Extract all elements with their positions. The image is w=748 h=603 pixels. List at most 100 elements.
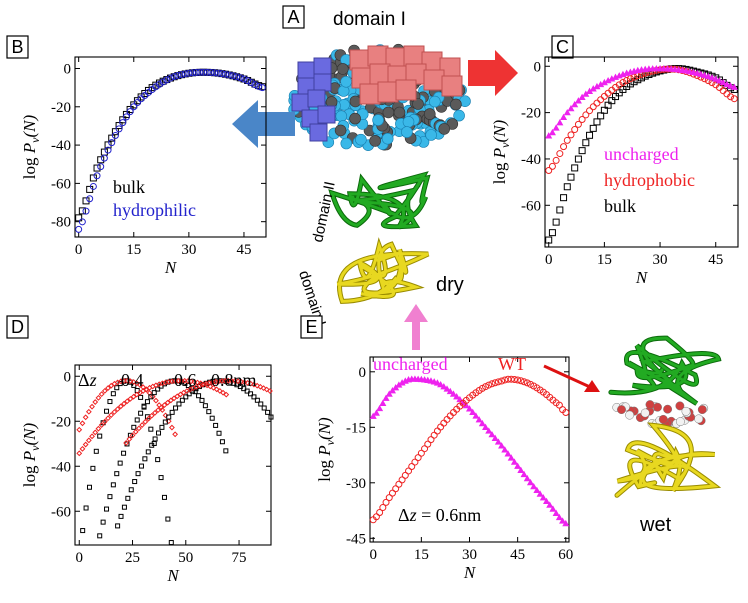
chart-b-point bbox=[130, 101, 138, 109]
chart-b-point bbox=[255, 82, 263, 90]
chart-d-point bbox=[169, 409, 175, 415]
chart-e-point bbox=[395, 480, 403, 488]
chart-c-point bbox=[686, 67, 694, 75]
chart-e-point bbox=[482, 423, 490, 431]
chart-e-point bbox=[427, 436, 435, 444]
chart-d-xtick: 50 bbox=[178, 550, 193, 566]
chart-d-point bbox=[97, 533, 103, 539]
chart-d-point bbox=[216, 388, 223, 394]
chart-b-ytick: -20 bbox=[51, 100, 71, 116]
chart-e-point bbox=[453, 393, 461, 400]
chart-b-point bbox=[236, 74, 244, 82]
chart-c-point bbox=[548, 229, 556, 237]
chart-b-point bbox=[89, 182, 97, 190]
chart-d-point bbox=[92, 399, 99, 405]
chart-c-point bbox=[600, 106, 608, 114]
chart-d-point bbox=[108, 412, 115, 418]
chart-e-point bbox=[478, 419, 486, 427]
chart-b-point bbox=[181, 70, 189, 78]
chart-d-point bbox=[145, 415, 152, 422]
chart-c-point bbox=[608, 97, 616, 105]
chart-b-point bbox=[78, 207, 86, 215]
chart-d-annotation-dz: Δz bbox=[78, 370, 97, 390]
arrow-left-blue bbox=[232, 100, 295, 148]
chart-e-point bbox=[530, 482, 538, 490]
chart-c-point bbox=[552, 218, 560, 226]
chart-e-point bbox=[437, 423, 445, 431]
chart-d-point bbox=[183, 394, 189, 400]
chart-c-point bbox=[563, 183, 571, 191]
chart-b-ytick: -60 bbox=[51, 176, 71, 192]
chart-c-point bbox=[548, 162, 556, 170]
chart-d-point bbox=[151, 409, 158, 416]
chart-d-point bbox=[127, 395, 134, 402]
chart-d-point bbox=[129, 432, 136, 439]
chart-d-point bbox=[90, 465, 96, 471]
chart-d-point bbox=[251, 394, 257, 400]
chart-d-point bbox=[138, 394, 144, 400]
chart-d-point bbox=[89, 403, 95, 410]
chart-c-xtick: 45 bbox=[708, 252, 723, 268]
chart-e-point bbox=[379, 399, 387, 406]
chart-d-point bbox=[161, 494, 167, 500]
chart-c-point bbox=[727, 93, 735, 101]
chart-e-point bbox=[514, 376, 522, 384]
chart-d-point bbox=[114, 471, 120, 477]
chart-b-point bbox=[229, 72, 237, 80]
chart-c-point bbox=[560, 143, 568, 151]
chart-e-ytick: -45 bbox=[346, 531, 366, 547]
chart-d-point bbox=[219, 439, 225, 445]
chart-e-point bbox=[443, 415, 451, 423]
chart-d-point bbox=[79, 445, 86, 452]
chart-d-point bbox=[133, 391, 140, 398]
chart-c-point bbox=[708, 74, 716, 81]
chart-d-point bbox=[110, 482, 116, 488]
chart-e-legend-wt: WT bbox=[498, 354, 526, 374]
chart-e-point bbox=[507, 454, 515, 461]
panel-d-header: D bbox=[6, 315, 29, 339]
chart-d-point bbox=[133, 380, 140, 387]
chart-d-point bbox=[118, 513, 124, 519]
chart-c-point bbox=[626, 75, 634, 83]
chart-d-point bbox=[105, 385, 111, 391]
chart-b-point bbox=[93, 164, 101, 172]
chart-e-point bbox=[433, 379, 441, 386]
chart-e-point bbox=[385, 390, 393, 397]
chart-d-point bbox=[162, 419, 168, 425]
panel-e-letter: E bbox=[305, 317, 317, 337]
chart-e-point bbox=[536, 490, 544, 497]
chart-e-point bbox=[494, 438, 502, 445]
chart-c-point bbox=[578, 93, 586, 100]
chart-d-point bbox=[268, 414, 274, 420]
chart-e-point bbox=[485, 427, 493, 434]
chart-d-point bbox=[213, 386, 220, 393]
chart-d-point bbox=[199, 397, 205, 403]
chart-d-point bbox=[144, 399, 150, 405]
chart-b-point bbox=[126, 108, 134, 116]
chart-c-point bbox=[715, 76, 723, 84]
chart-d-point bbox=[176, 401, 182, 407]
chart-e-point bbox=[482, 383, 490, 391]
chart-d-point bbox=[107, 494, 113, 500]
chart-e-xtick: 15 bbox=[414, 547, 429, 563]
chart-d-ytick: -40 bbox=[51, 459, 71, 475]
chart-e-point bbox=[552, 509, 560, 516]
chart-e-point bbox=[465, 405, 474, 412]
chart-d-point bbox=[136, 425, 142, 432]
chart-c-point bbox=[682, 67, 690, 74]
chart-e-point bbox=[382, 394, 390, 401]
chart-c-point bbox=[589, 124, 597, 132]
chart-e-point bbox=[494, 378, 502, 386]
chart-c-point bbox=[719, 87, 727, 95]
chart-b-point bbox=[159, 78, 167, 86]
chart-b-xtick: 0 bbox=[75, 242, 83, 258]
chart-d-point bbox=[155, 407, 161, 414]
chart-e-xtick: 60 bbox=[558, 547, 573, 563]
chart-c-point bbox=[612, 93, 620, 101]
chart-e-point bbox=[421, 445, 429, 453]
chart-b-point bbox=[93, 172, 101, 180]
chart-c-point bbox=[597, 112, 605, 120]
chart-b-point bbox=[97, 156, 105, 164]
chart-c-point bbox=[567, 104, 575, 112]
